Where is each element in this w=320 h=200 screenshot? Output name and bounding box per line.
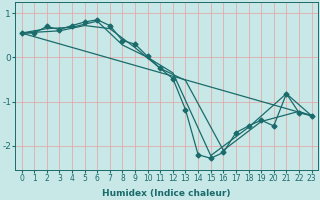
X-axis label: Humidex (Indice chaleur): Humidex (Indice chaleur) bbox=[102, 189, 231, 198]
